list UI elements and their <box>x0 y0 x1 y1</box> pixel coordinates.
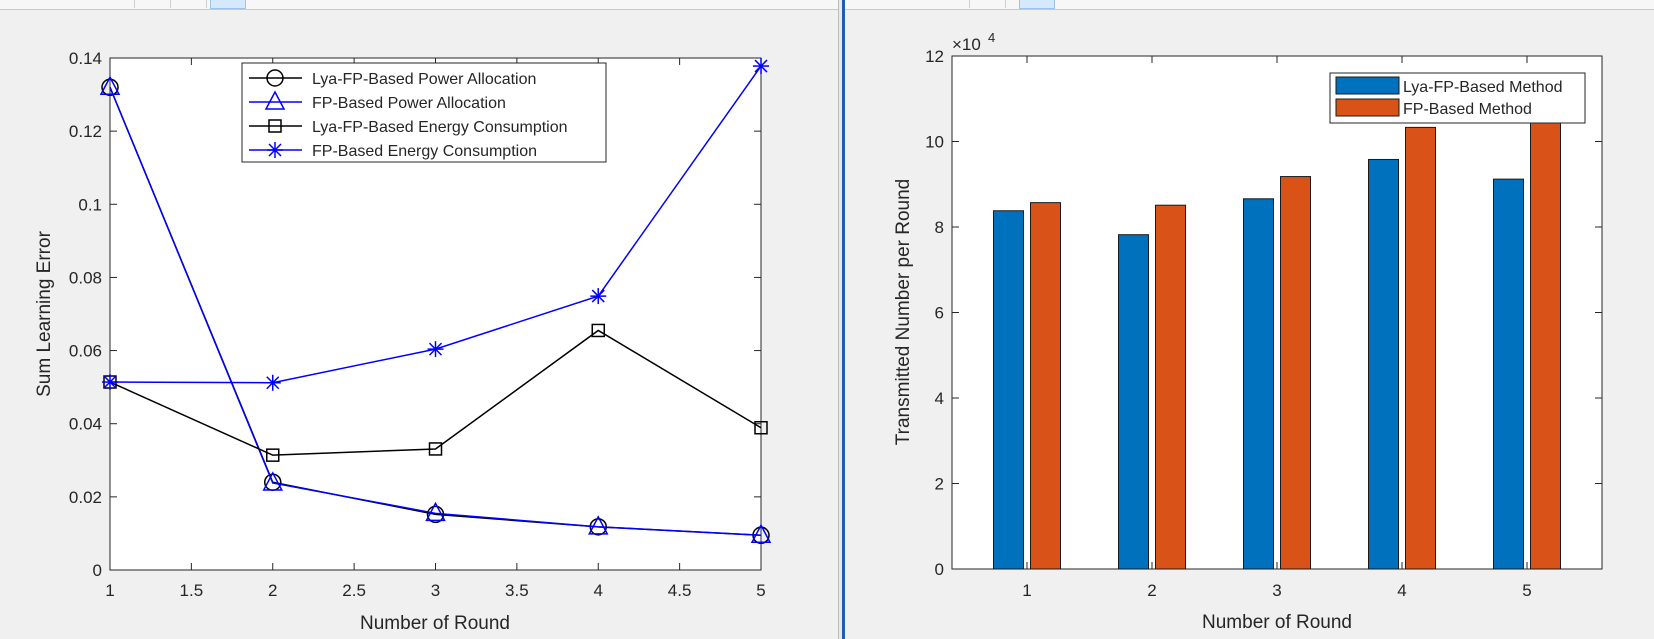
y-tick-label: 0.08 <box>69 268 102 287</box>
x-tick-label: 4.5 <box>668 581 692 600</box>
legend-label: Lya-FP-Based Method <box>1403 79 1562 96</box>
y-tick-label: 0.12 <box>69 122 102 141</box>
exponent-label: ×10 <box>952 35 981 54</box>
legend-label: FP-Based Power Allocation <box>312 95 506 112</box>
data-point <box>99 75 121 96</box>
series-line <box>109 86 762 537</box>
y-tick-label: 0.06 <box>69 342 102 361</box>
y-tick-label: 0.1 <box>78 195 102 214</box>
asterisk-stroke <box>428 342 443 356</box>
x-tick-label: 5 <box>756 581 765 600</box>
x-tick-label: 2.5 <box>342 581 366 600</box>
x-axis-label: Number of Round <box>1202 612 1352 633</box>
bar <box>1405 126 1436 570</box>
x-tick-label: 1.5 <box>180 581 204 600</box>
legend-label: Lya-FP-Based Power Allocation <box>312 71 536 88</box>
y-tick-label: 0 <box>93 561 102 580</box>
x-tick-label: 3 <box>1272 581 1281 600</box>
data-point <box>750 523 772 544</box>
asterisk-stroke <box>268 143 282 157</box>
y-tick-label: 6 <box>935 304 944 323</box>
legend-marker <box>266 69 284 87</box>
data-point <box>266 448 280 462</box>
y-tick-label: 0.14 <box>69 49 102 68</box>
data-point <box>428 442 443 456</box>
y-tick-label: 8 <box>935 218 944 237</box>
bar <box>1368 158 1399 570</box>
legend-label: Lya-FP-Based Energy Consumption <box>312 119 568 136</box>
data-point <box>591 323 605 338</box>
data-point <box>427 341 444 358</box>
line-chart: 1 1.5 2 2.5 3 3.5 4 4.5 5 0 0.02 0.04 0.06 0.08 0.1 0.1… <box>34 49 772 634</box>
figure-toolstrip <box>0 0 838 10</box>
data-point <box>590 288 607 305</box>
y-tick-label: 10 <box>925 133 944 152</box>
y-tick-label: 0.02 <box>69 488 102 507</box>
toolstrip-button-active[interactable] <box>210 0 246 9</box>
toolstrip-button[interactable] <box>971 0 1006 8</box>
bar <box>1030 202 1061 570</box>
x-tick-label: 4 <box>594 581 603 600</box>
asterisk-stroke <box>103 375 117 389</box>
asterisk-stroke <box>266 376 280 390</box>
data-point <box>753 58 769 75</box>
bar <box>1530 121 1561 570</box>
x-axis-label: Number of Round <box>360 613 510 634</box>
asterisk-stroke <box>754 59 768 73</box>
legend-marker <box>267 142 283 158</box>
figure-toolstrip <box>845 0 1654 10</box>
x-tick-label: 3 <box>431 581 440 600</box>
legend-swatch <box>1335 98 1400 117</box>
series-line <box>109 329 762 456</box>
legend-swatch <box>1335 76 1400 95</box>
data-point <box>101 78 119 97</box>
toolstrip-button[interactable] <box>100 0 135 8</box>
toolstrip-button[interactable] <box>935 0 970 8</box>
bar <box>1243 198 1274 570</box>
legend-marker <box>268 119 282 133</box>
y-tick-label: 4 <box>935 389 944 408</box>
legend[interactable]: Lya-FP-Based Method FP-Based Method <box>1329 72 1586 124</box>
data-point <box>262 471 283 491</box>
x-tick-label: 5 <box>1522 581 1531 600</box>
x-tick-label: 1 <box>1022 581 1031 600</box>
y-tick-label: 0 <box>935 560 944 579</box>
toolstrip-button[interactable] <box>136 0 171 8</box>
y-axis-label: Transmitted Number per Round <box>893 179 914 445</box>
y-tick-label: 0.04 <box>69 415 102 434</box>
x-tick-label: 2 <box>268 581 277 600</box>
exponent-power: 4 <box>988 30 995 45</box>
data-point <box>264 374 281 391</box>
legend-label: FP-Based Method <box>1403 101 1532 118</box>
y-tick-label: 12 <box>925 47 944 66</box>
legend-box <box>241 62 607 163</box>
bar <box>1280 176 1311 570</box>
y-tick-label: 2 <box>935 475 944 494</box>
bar <box>993 210 1024 570</box>
bar <box>1493 178 1524 570</box>
x-tick-label: 2 <box>1147 581 1156 600</box>
x-tick-label: 1 <box>105 581 114 600</box>
bar <box>1118 234 1149 570</box>
x-tick-label: 3.5 <box>505 581 529 600</box>
legend[interactable]: Lya-FP-Based Power Allocation FP-Based Po… <box>241 62 607 163</box>
x-tick-label: 4 <box>1397 581 1406 600</box>
toolstrip-button-active[interactable] <box>1019 0 1055 9</box>
data-point <box>425 501 446 522</box>
y-axis-label: Sum Learning Error <box>34 230 55 396</box>
asterisk-stroke <box>591 289 605 303</box>
legend-marker <box>264 90 286 110</box>
data-point <box>754 420 768 435</box>
legend-label: FP-Based Energy Consumption <box>312 143 537 160</box>
data-point <box>102 374 118 391</box>
toolstrip-button[interactable] <box>172 0 207 8</box>
data-point <box>588 515 609 535</box>
bar <box>1155 204 1186 570</box>
